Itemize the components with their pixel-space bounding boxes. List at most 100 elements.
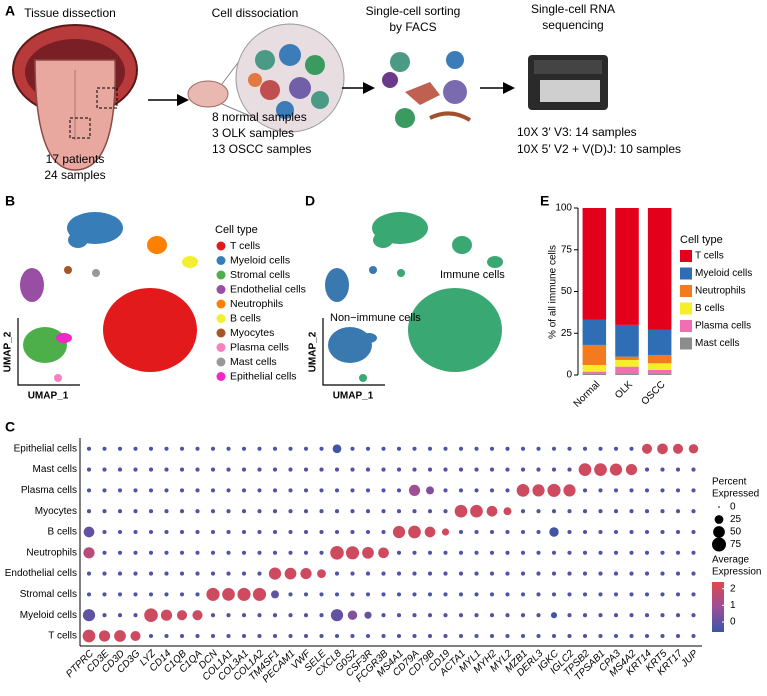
- dot: [117, 467, 123, 472]
- dot: [133, 550, 138, 555]
- size-key-label: 50: [730, 527, 742, 538]
- dot: [629, 550, 634, 555]
- dot: [660, 571, 665, 576]
- dot: [567, 550, 572, 555]
- bar-segment: [615, 324, 639, 357]
- size-key: [713, 526, 725, 538]
- dot: [257, 529, 262, 535]
- dot: [117, 488, 123, 493]
- dot: [536, 613, 541, 618]
- dot: [117, 592, 123, 597]
- dot: [427, 446, 433, 451]
- dot: [241, 550, 247, 555]
- y-tick-label: 50: [561, 286, 573, 297]
- dot: [102, 592, 107, 597]
- dot: [549, 527, 559, 537]
- dot: [489, 613, 495, 618]
- umap-cluster: [147, 236, 167, 254]
- size-key-label: 25: [730, 514, 742, 525]
- dot: [688, 444, 699, 454]
- dot: [536, 509, 541, 514]
- dot: [381, 613, 386, 618]
- dot: [458, 550, 464, 555]
- row-label: Neutrophils: [26, 547, 77, 558]
- umap-cluster: [328, 327, 372, 363]
- x-tick-label: OSCC: [639, 379, 667, 407]
- dot: [598, 592, 603, 597]
- dot: [489, 571, 495, 576]
- dot: [458, 467, 464, 472]
- dot: [412, 446, 417, 451]
- dot: [550, 612, 558, 619]
- dot: [598, 488, 603, 493]
- dot: [272, 529, 278, 535]
- dot: [303, 529, 309, 535]
- dot: [241, 633, 247, 639]
- umap-axes: [17, 318, 385, 386]
- size-key-label: 75: [730, 539, 742, 550]
- umap-cluster: [20, 268, 44, 302]
- dot: [443, 592, 448, 597]
- dot: [334, 571, 340, 576]
- dot: [520, 446, 526, 451]
- dot: [222, 588, 235, 601]
- size-key-label: 0: [730, 502, 736, 513]
- bar-segment: [582, 319, 607, 345]
- dot: [660, 633, 665, 639]
- legend-label: Plasma cells: [230, 341, 289, 353]
- dot: [226, 446, 231, 451]
- umap-cluster: [359, 374, 367, 382]
- dot: [567, 571, 572, 576]
- dot: [365, 509, 371, 514]
- color-tick-label: 2: [730, 583, 736, 594]
- dot: [381, 467, 386, 472]
- dot: [505, 467, 510, 472]
- dot: [427, 509, 433, 514]
- dot: [594, 463, 607, 476]
- dot: [179, 633, 185, 639]
- dot: [396, 467, 402, 472]
- axis-label: UMAP_1: [28, 391, 69, 402]
- legend-swatch: [680, 320, 692, 332]
- dot: [148, 550, 154, 555]
- size-key: [718, 506, 720, 508]
- dot: [117, 550, 123, 555]
- row-label: Myeloid cells: [20, 610, 77, 621]
- legend-label: B cells: [230, 312, 261, 324]
- dot: [396, 509, 402, 514]
- dot: [164, 446, 169, 451]
- legend-label: T cells: [230, 240, 260, 252]
- dot: [629, 488, 634, 493]
- dot: [644, 633, 650, 639]
- dot: [520, 633, 526, 639]
- dot: [272, 446, 278, 451]
- dot: [396, 446, 402, 451]
- dot: [609, 463, 623, 476]
- panel-label: D: [305, 193, 315, 209]
- dot: [257, 488, 262, 493]
- dot: [381, 592, 386, 597]
- row-label: Plasma cells: [21, 485, 77, 496]
- dot: [660, 613, 665, 618]
- umap-cluster: [408, 288, 502, 372]
- dot: [210, 571, 216, 576]
- dot: [210, 467, 216, 472]
- dot: [381, 446, 386, 451]
- dot: [303, 613, 309, 618]
- dot: [443, 613, 448, 618]
- dotplot-frame: [79, 438, 702, 647]
- dot: [613, 592, 619, 597]
- dot: [412, 550, 417, 555]
- dot: [489, 446, 495, 451]
- dot: [412, 613, 417, 618]
- dot: [148, 446, 154, 451]
- dot: [567, 467, 572, 472]
- umap-cluster: [487, 256, 503, 268]
- dot: [210, 509, 216, 514]
- dot: [675, 550, 681, 555]
- dot: [195, 571, 200, 576]
- legend-title: Cell type: [680, 234, 723, 246]
- dot: [252, 587, 267, 601]
- dot: [365, 633, 371, 639]
- dot: [195, 529, 200, 535]
